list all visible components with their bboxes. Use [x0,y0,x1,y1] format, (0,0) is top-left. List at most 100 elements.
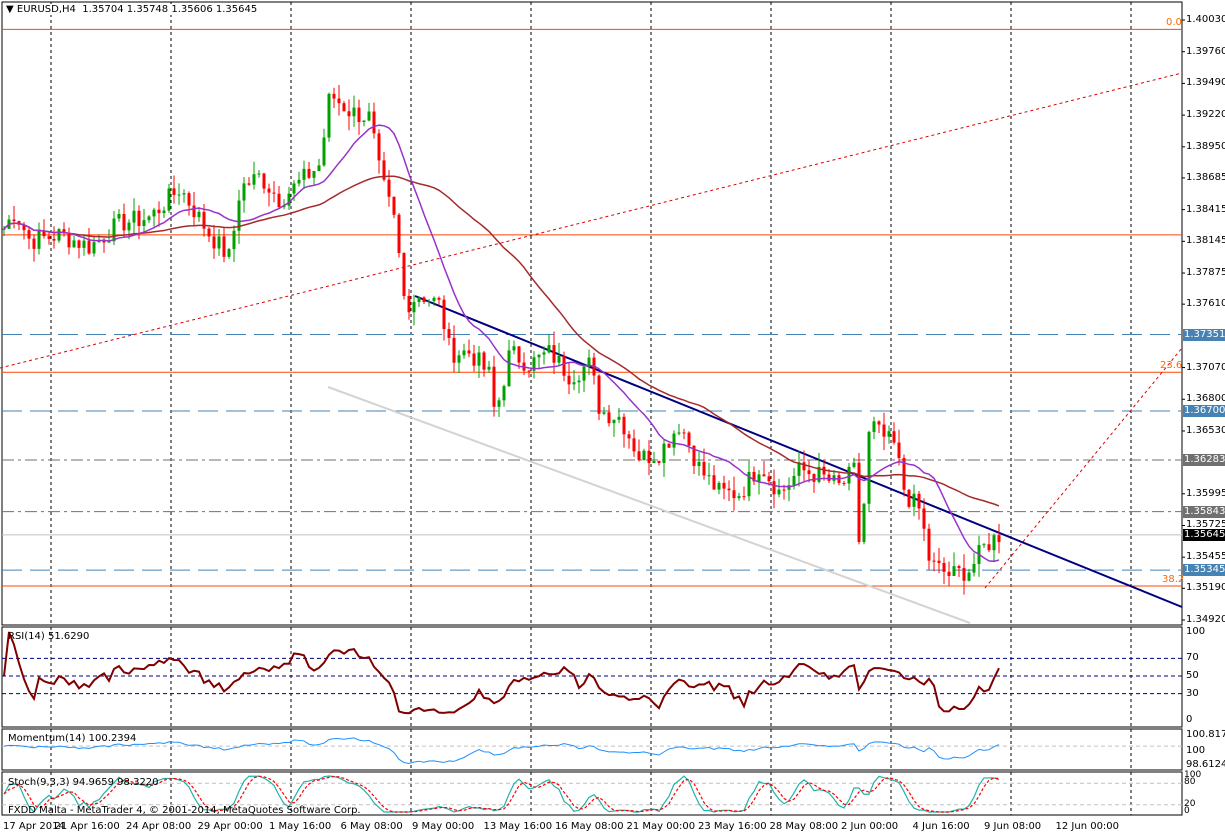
candle [367,111,371,121]
pane-0 [1,1,1183,626]
candle [687,432,691,446]
candle [412,302,416,313]
candle [252,174,256,185]
candle [752,471,756,482]
candle [62,229,66,234]
time-axis-label: 23 May 16:00 [698,821,767,832]
candle [717,482,721,490]
candle [637,451,641,461]
candle [417,297,421,303]
channel-lower-line [327,386,971,624]
candle [912,493,916,507]
price-axis-label: 1.35455 [1186,551,1225,563]
candle [297,179,301,184]
candle [707,475,711,477]
stoch-label: Stoch(9,3,3) 94.9659 98.3220 [8,777,159,788]
candle [47,236,51,239]
stoch-axis-label: 80 [1184,777,1196,788]
price-axis-label: 1.39760 [1186,45,1225,57]
symbol-label: EURUSD,H4 [16,4,76,15]
candle [82,240,86,248]
candle [692,445,696,467]
price-axis-label: 1.38145 [1186,235,1225,247]
candle [982,544,986,546]
candle [952,566,956,576]
time-axis-label: 1 May 16:00 [269,821,332,832]
candle [217,236,221,249]
candle [802,462,806,471]
candle [477,352,481,366]
candle [257,173,261,175]
candle [122,213,126,231]
candle [67,233,71,248]
candle [447,329,451,338]
candle [307,168,311,178]
open-price: 1.35704 [82,4,124,15]
candle [737,496,741,499]
rsi-line [3,631,1000,715]
candle [542,352,546,355]
momentum-axis-label: 100.8177 [1186,729,1225,740]
candle [997,535,1001,543]
time-axis-label: 9 Jun 08:00 [984,821,1042,832]
candle [227,249,231,257]
price-axis-label: 1.35995 [1186,487,1225,499]
candle [897,442,901,459]
candle [142,220,146,226]
price-tag: 1.37351 [1183,328,1225,341]
rsi-label: RSI(14) 51.6290 [8,631,90,642]
candle [267,188,271,193]
candle [392,196,396,215]
candle [947,571,951,576]
candle [987,544,991,551]
candle [242,183,246,201]
candle [112,218,116,242]
price-tag: 1.35645 [1183,528,1225,541]
candle [667,443,671,448]
candle [862,503,866,542]
candle [557,355,561,363]
candle [337,98,341,104]
candle [207,228,211,237]
candle [327,93,331,138]
candle [697,461,701,467]
momentum-line [3,737,1000,765]
time-axis-label: 21 May 00:00 [626,821,696,832]
candle [37,230,41,249]
candle [817,466,821,482]
candle [747,471,751,497]
candle [52,238,56,241]
candle [437,297,441,300]
fibo-label: 23.6 [1160,360,1183,372]
price-axis-label: 1.38415 [1186,203,1225,215]
candle [532,357,536,371]
fibo-label: 0.0 [1166,17,1182,29]
candle [727,488,731,491]
candle [922,508,926,529]
stoch-signal-line [3,775,1000,813]
candle [87,240,91,254]
candle [232,230,236,250]
candle [107,241,111,243]
candle [547,345,551,353]
candle [377,133,381,161]
candle [732,490,736,499]
momentum-axis-label: 98.6124 [1186,759,1225,770]
candle [347,111,351,117]
price-axis-label: 1.37070 [1186,361,1225,373]
chart-header: ▼ EURUSD,H4 1.35704 1.35748 1.35606 1.35… [6,4,258,15]
candle [842,482,846,484]
candle [677,432,681,434]
rsi-axis-label: 100 [1186,626,1206,637]
candle [167,188,171,211]
candle [137,210,141,226]
momentum-axis-label: 100 [1186,745,1206,757]
candle [567,375,571,385]
candle [797,462,801,476]
candle [742,496,746,498]
candle [902,458,906,490]
candle [967,572,971,581]
candle [262,173,266,189]
candle [282,205,286,208]
